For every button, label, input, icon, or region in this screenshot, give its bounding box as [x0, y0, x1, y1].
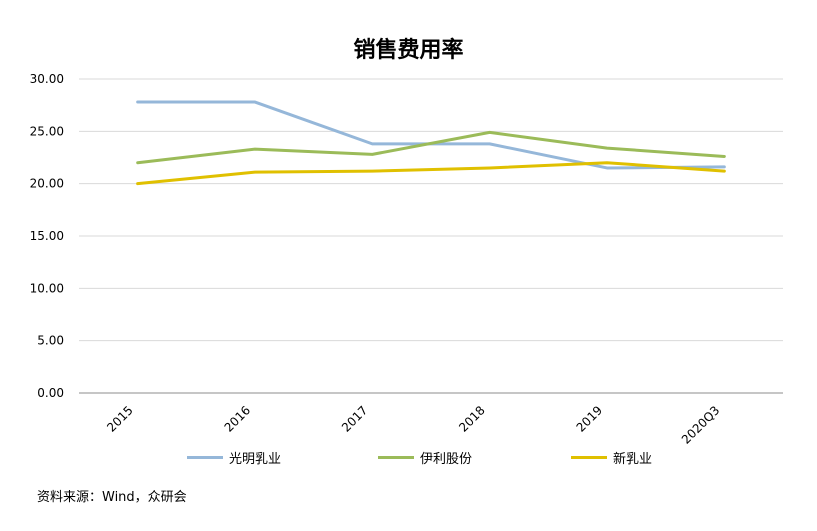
series-line-2 — [136, 161, 726, 186]
x-tick-label-4: 2019 — [574, 403, 605, 434]
legend-label-1: 伊利股份 — [420, 451, 473, 467]
x-tick-label-0: 2015 — [104, 403, 135, 434]
chart-title: 销售费用率 — [353, 38, 464, 63]
series-line-1 — [136, 130, 726, 165]
x-tick-label-2: 2017 — [339, 403, 370, 434]
legend-swatch-1 — [378, 455, 414, 459]
legend-item-0: 光明乳业 — [187, 448, 282, 467]
x-tick-label-5: 2020Q3 — [679, 403, 723, 447]
series-line-0 — [136, 100, 726, 170]
legend-label-2: 新乳业 — [613, 451, 653, 467]
x-tick-label-1: 2016 — [222, 403, 253, 434]
y-tick-label-3: 15.00 — [30, 229, 64, 243]
x-tick-label-3: 2018 — [456, 403, 487, 434]
y-tick-label-5: 25.00 — [30, 124, 64, 138]
legend-swatch-2 — [571, 455, 607, 459]
y-tick-label-1: 5.00 — [37, 334, 64, 348]
y-tick-label-4: 20.00 — [30, 177, 64, 191]
source-note: 资料来源：Wind，众研会 — [37, 490, 187, 505]
y-tick-label-6: 30.00 — [30, 72, 64, 86]
legend-item-1: 伊利股份 — [378, 448, 473, 467]
y-tick-label-0: 0.00 — [37, 386, 64, 400]
legend-swatch-0 — [187, 455, 223, 459]
y-tick-label-2: 10.00 — [30, 281, 64, 295]
legend-item-2: 新乳业 — [571, 448, 653, 467]
legend-label-0: 光明乳业 — [229, 451, 282, 467]
